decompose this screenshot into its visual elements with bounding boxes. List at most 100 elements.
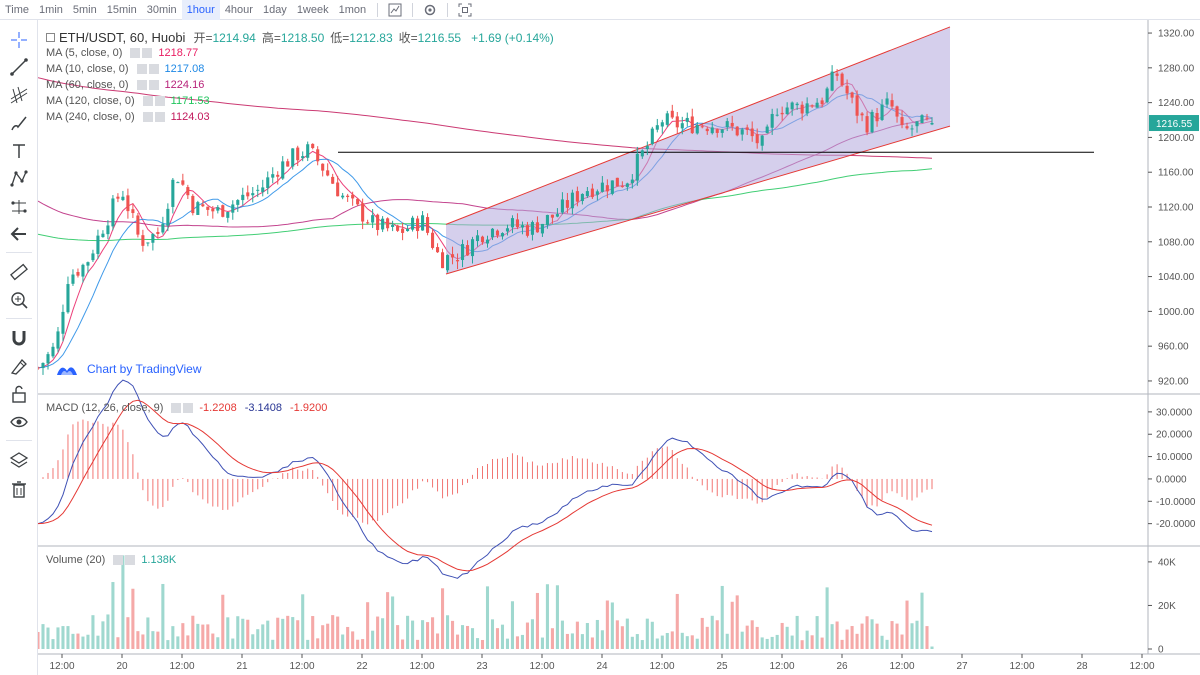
- volume-bar: [421, 620, 425, 649]
- trash-icon[interactable]: [7, 477, 31, 501]
- interval-1week[interactable]: 1week: [296, 3, 329, 16]
- close-icon[interactable]: [154, 96, 165, 106]
- time-axis-label: 12:00: [769, 661, 794, 672]
- price-axis-label: 1200.00: [1158, 133, 1195, 144]
- candle-body: [475, 235, 480, 242]
- interval-1mon[interactable]: 1mon: [338, 3, 367, 16]
- candle-body: [895, 106, 899, 117]
- volume-bar: [610, 602, 614, 649]
- volume-bar: [76, 633, 80, 649]
- candle-body: [925, 117, 929, 119]
- interval-1hour[interactable]: 1hour: [181, 0, 220, 20]
- candle-body: [770, 113, 774, 128]
- candle-body: [236, 200, 240, 205]
- candle-body: [276, 174, 280, 177]
- text-icon[interactable]: [7, 139, 31, 163]
- volume-bar: [166, 640, 170, 649]
- volume-bar: [690, 635, 694, 649]
- volume-bar: [755, 626, 759, 649]
- interval-time[interactable]: Time: [5, 3, 30, 16]
- brush-icon[interactable]: [7, 111, 31, 135]
- eye-icon[interactable]: [7, 410, 31, 434]
- interval-1day[interactable]: 1day: [262, 3, 287, 16]
- close-icon[interactable]: [154, 112, 165, 122]
- volume-bar: [750, 620, 754, 649]
- ruler-icon[interactable]: [7, 260, 31, 284]
- ma-legend-row: MA (10, close, 0) 1217.08: [46, 61, 210, 77]
- tradingview-branding[interactable]: Chart by TradingView: [56, 362, 202, 376]
- volume-bar: [186, 635, 190, 649]
- lock-drawing-icon[interactable]: [7, 354, 31, 378]
- macd-signal-value: -3.1408: [244, 402, 282, 414]
- macd-hist-value: -1.9200: [290, 402, 328, 414]
- candle-body: [910, 128, 914, 130]
- ma-title[interactable]: MA (5, close, 0): [46, 47, 123, 59]
- volume-bar: [336, 616, 340, 649]
- close-icon[interactable]: [148, 80, 159, 90]
- trend-line-icon[interactable]: [7, 55, 31, 79]
- candle-body: [660, 122, 664, 127]
- ma-title[interactable]: MA (120, close, 0): [46, 95, 135, 107]
- macd-axis-label: -10.0000: [1156, 497, 1196, 508]
- pitchfork-icon[interactable]: [7, 83, 31, 107]
- ma-title[interactable]: MA (60, close, 0): [46, 79, 129, 91]
- legend-collapse-icon[interactable]: [46, 33, 55, 42]
- close-icon[interactable]: [125, 555, 136, 565]
- candle-body: [825, 88, 829, 103]
- candle-body: [675, 116, 679, 128]
- settings-icon[interactable]: [136, 64, 147, 74]
- candle-body: [106, 225, 110, 235]
- volume-bar: [51, 639, 55, 649]
- time-axis-label: 21: [236, 661, 248, 672]
- interval-1min[interactable]: 1min: [39, 3, 63, 16]
- back-arrow-icon[interactable]: [7, 222, 31, 246]
- pattern-icon[interactable]: [7, 167, 31, 191]
- settings-icon[interactable]: [142, 96, 153, 106]
- candle-body: [366, 222, 370, 224]
- settings-icon[interactable]: [136, 80, 147, 90]
- volume-bar: [805, 630, 809, 649]
- volume-bar: [96, 635, 100, 649]
- forecast-icon[interactable]: [7, 195, 31, 219]
- volume-bar: [825, 587, 829, 649]
- close-icon[interactable]: [142, 48, 153, 58]
- ma-title[interactable]: MA (240, close, 0): [46, 111, 135, 123]
- settings-icon[interactable]: [142, 112, 153, 122]
- volume-bar: [840, 639, 844, 649]
- symbol-title[interactable]: ETH/USDT, 60, Huobi: [59, 30, 186, 45]
- crosshair-icon[interactable]: [7, 28, 31, 52]
- settings-icon[interactable]: [113, 555, 124, 565]
- macd-title[interactable]: MACD (12, 26, close, 9): [46, 402, 164, 414]
- interval-15min[interactable]: 15min: [106, 3, 137, 16]
- volume-bar: [126, 617, 130, 649]
- candle-body: [585, 191, 589, 197]
- layers-icon[interactable]: [7, 448, 31, 472]
- unlock-icon[interactable]: [7, 382, 31, 406]
- interval-30min[interactable]: 30min: [146, 3, 177, 16]
- interval-4hour[interactable]: 4hour: [224, 3, 253, 16]
- volume-bar: [341, 634, 345, 649]
- indicators-icon[interactable]: [384, 0, 406, 20]
- volume-bar: [585, 623, 589, 649]
- settings-icon[interactable]: [130, 48, 141, 58]
- close-icon[interactable]: [148, 64, 159, 74]
- settings-icon[interactable]: [171, 403, 182, 413]
- settings-icon[interactable]: [419, 0, 441, 20]
- toolbar-divider: [447, 2, 449, 17]
- candle-body: [261, 187, 265, 193]
- interval-5min[interactable]: 5min: [72, 3, 97, 16]
- volume-bar: [915, 620, 919, 649]
- zoom-in-icon[interactable]: [7, 288, 31, 312]
- candle-body: [760, 135, 764, 146]
- volume-bar: [595, 619, 599, 649]
- open-label: 开=: [193, 31, 213, 45]
- ma-title[interactable]: MA (10, close, 0): [46, 63, 129, 75]
- close-icon[interactable]: [183, 403, 194, 413]
- magnet-icon[interactable]: [7, 326, 31, 350]
- fullscreen-icon[interactable]: [454, 0, 476, 20]
- volume-title[interactable]: Volume (20): [46, 554, 106, 566]
- volume-bar: [431, 617, 435, 649]
- candle-body: [251, 193, 255, 196]
- candle-body: [176, 182, 180, 184]
